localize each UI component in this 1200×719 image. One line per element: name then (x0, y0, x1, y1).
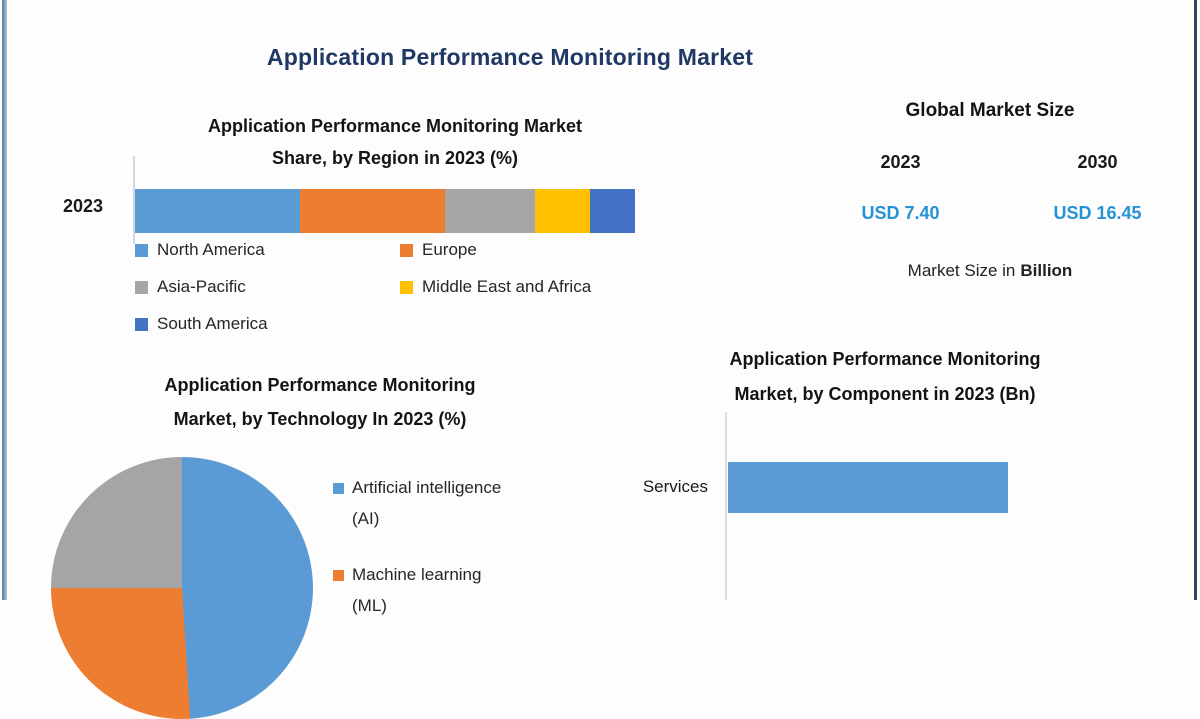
region-chart-title-line1: Application Performance Monitoring Marke… (207, 116, 583, 136)
page-left-border (2, 0, 7, 600)
europe-swatch-icon (400, 243, 413, 257)
technology-chart-title-line1: Application Performance Monitoring (164, 375, 476, 395)
legend-item-artificial-intelligence: Artificial intelligence (AI) (352, 472, 562, 534)
region-chart-category-label: 2023 (62, 196, 104, 216)
legend-item-north-america: North America (135, 240, 265, 260)
region-chart-title: Application Performance Monitoring Marke… (135, 110, 655, 174)
market-size-year-2023: 2023 (880, 152, 921, 172)
region-chart-title-line2: Share, by Region in 2023 (%) (271, 148, 519, 168)
component-chart-title-line2: Market, by Component in 2023 (Bn) (734, 384, 1036, 404)
technology-chart-title: Application Performance Monitoring Marke… (60, 368, 580, 436)
market-size-value-2030: USD 16.45 (1053, 203, 1142, 223)
region-stacked-bar (135, 189, 635, 233)
technology-pie-chart (51, 457, 313, 719)
footnote-unit: Billion (1020, 261, 1073, 280)
bar-segment-middle-east-and-africa (535, 189, 590, 233)
market-size-footnote: Market Size in Billion (800, 261, 1180, 281)
legend-item-europe: Europe (400, 240, 477, 260)
bar-segment-europe (300, 189, 445, 233)
legend-item-middle-east-africa: Middle East and Africa (400, 277, 591, 297)
legend-label: Europe (422, 240, 477, 259)
bar-segment-asia-pacific (445, 189, 535, 233)
legend-item-south-america: South America (135, 314, 268, 334)
component-chart-y-axis (725, 412, 727, 600)
south-america-swatch-icon (135, 317, 148, 331)
asia-pacific-swatch-icon (135, 280, 148, 294)
legend-label: North America (157, 240, 265, 259)
region-chart-y-axis (133, 156, 135, 244)
global-market-size-title: Global Market Size (905, 100, 1075, 121)
legend-label-line1: Machine learning (352, 565, 482, 584)
page-right-border (1194, 0, 1197, 600)
component-chart-title-line1: Application Performance Monitoring (729, 349, 1041, 369)
technology-chart-title-line2: Market, by Technology In 2023 (%) (173, 409, 467, 429)
page-title: Application Performance Monitoring Marke… (266, 44, 754, 70)
bar-segment-north-america (135, 189, 300, 233)
legend-label: Asia-Pacific (157, 277, 246, 296)
legend-label-line2: (AI) (352, 509, 380, 528)
footnote-prefix: Market Size in (907, 261, 1016, 280)
ai-swatch-icon (333, 483, 344, 494)
north-america-swatch-icon (135, 243, 148, 257)
component-chart-title: Application Performance Monitoring Marke… (645, 342, 1125, 412)
legend-label: Middle East and Africa (422, 277, 592, 296)
services-bar (728, 462, 1008, 513)
market-size-value-2023: USD 7.40 (861, 203, 940, 223)
market-size-year-2030: 2030 (1077, 152, 1118, 172)
component-chart-category-label: Services (642, 477, 708, 496)
legend-item-machine-learning: Machine learning (ML) (352, 559, 562, 621)
legend-label: South America (157, 314, 268, 333)
bar-segment-south-america (590, 189, 635, 233)
legend-label-line1: Artificial intelligence (352, 478, 502, 497)
legend-label-line2: (ML) (352, 596, 387, 615)
ml-swatch-icon (333, 570, 344, 581)
legend-item-asia-pacific: Asia-Pacific (135, 277, 246, 297)
middle-east-africa-swatch-icon (400, 280, 413, 294)
